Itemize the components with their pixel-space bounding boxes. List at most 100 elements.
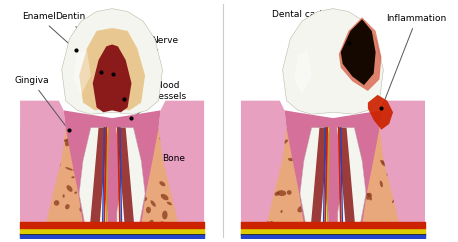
Polygon shape — [241, 101, 287, 238]
Polygon shape — [79, 128, 108, 238]
Ellipse shape — [24, 212, 31, 219]
Ellipse shape — [148, 159, 152, 163]
Ellipse shape — [380, 181, 383, 187]
Ellipse shape — [248, 131, 257, 135]
Ellipse shape — [79, 205, 85, 212]
Polygon shape — [89, 128, 107, 238]
Ellipse shape — [396, 156, 402, 161]
Ellipse shape — [82, 226, 87, 231]
Ellipse shape — [76, 163, 84, 168]
Ellipse shape — [54, 200, 60, 206]
Ellipse shape — [56, 161, 60, 166]
Ellipse shape — [336, 215, 345, 219]
Ellipse shape — [396, 170, 402, 178]
Polygon shape — [339, 17, 382, 91]
Ellipse shape — [148, 230, 153, 234]
Ellipse shape — [108, 231, 113, 235]
Ellipse shape — [147, 220, 153, 228]
Ellipse shape — [380, 160, 387, 164]
Ellipse shape — [66, 229, 71, 234]
Ellipse shape — [66, 185, 72, 192]
Ellipse shape — [260, 161, 265, 165]
Ellipse shape — [257, 189, 260, 193]
Bar — [20, 128, 204, 238]
Ellipse shape — [182, 219, 187, 224]
Ellipse shape — [297, 206, 304, 212]
Ellipse shape — [168, 163, 170, 167]
Ellipse shape — [277, 190, 286, 196]
Ellipse shape — [159, 181, 165, 186]
Ellipse shape — [246, 191, 252, 200]
Ellipse shape — [73, 169, 81, 174]
Ellipse shape — [311, 227, 316, 232]
Text: Inflammation: Inflammation — [382, 14, 447, 106]
Text: Nerve: Nerve — [125, 36, 178, 96]
Ellipse shape — [111, 223, 115, 227]
Ellipse shape — [76, 160, 80, 163]
Ellipse shape — [276, 227, 281, 232]
Ellipse shape — [406, 208, 412, 218]
Polygon shape — [62, 9, 163, 114]
Polygon shape — [338, 128, 356, 238]
Ellipse shape — [398, 151, 403, 157]
Ellipse shape — [363, 153, 365, 156]
Polygon shape — [380, 101, 425, 238]
Polygon shape — [117, 128, 136, 238]
Ellipse shape — [270, 221, 274, 226]
Ellipse shape — [362, 141, 371, 145]
Text: Blood
vessels: Blood vessels — [134, 81, 187, 116]
Ellipse shape — [281, 140, 288, 145]
Ellipse shape — [29, 142, 33, 145]
Ellipse shape — [118, 226, 125, 230]
Ellipse shape — [162, 211, 168, 219]
Polygon shape — [368, 95, 393, 130]
Polygon shape — [73, 50, 91, 95]
Ellipse shape — [254, 163, 258, 168]
Ellipse shape — [412, 183, 415, 190]
Ellipse shape — [189, 207, 195, 216]
Ellipse shape — [32, 159, 40, 163]
Ellipse shape — [406, 197, 411, 202]
Ellipse shape — [146, 207, 151, 213]
Ellipse shape — [74, 191, 77, 194]
Ellipse shape — [130, 231, 134, 235]
Ellipse shape — [37, 167, 42, 171]
Ellipse shape — [27, 229, 34, 234]
Ellipse shape — [141, 131, 144, 137]
Ellipse shape — [266, 193, 269, 196]
Ellipse shape — [373, 142, 376, 145]
Ellipse shape — [263, 186, 267, 191]
Ellipse shape — [87, 227, 90, 236]
Polygon shape — [20, 101, 65, 238]
Ellipse shape — [187, 204, 192, 211]
Ellipse shape — [258, 176, 262, 179]
Polygon shape — [93, 45, 131, 112]
Ellipse shape — [281, 222, 288, 227]
Polygon shape — [116, 128, 145, 238]
Ellipse shape — [301, 134, 305, 138]
Ellipse shape — [64, 139, 68, 142]
Ellipse shape — [183, 228, 192, 231]
Ellipse shape — [50, 135, 57, 142]
Ellipse shape — [25, 183, 31, 186]
Polygon shape — [64, 110, 161, 238]
Ellipse shape — [159, 137, 168, 144]
Ellipse shape — [142, 197, 147, 201]
Ellipse shape — [366, 193, 372, 200]
Ellipse shape — [166, 167, 170, 171]
Ellipse shape — [65, 138, 71, 146]
Ellipse shape — [167, 202, 172, 205]
Ellipse shape — [43, 199, 45, 202]
Polygon shape — [337, 128, 366, 238]
Text: Enamel: Enamel — [22, 12, 74, 48]
Ellipse shape — [280, 210, 283, 213]
Ellipse shape — [151, 200, 156, 207]
Polygon shape — [300, 128, 329, 238]
Ellipse shape — [383, 229, 387, 235]
Bar — [241, 128, 425, 238]
Text: Pulp: Pulp — [107, 10, 126, 71]
Ellipse shape — [65, 204, 70, 209]
Ellipse shape — [161, 194, 169, 200]
Ellipse shape — [71, 176, 75, 178]
Ellipse shape — [288, 158, 294, 161]
